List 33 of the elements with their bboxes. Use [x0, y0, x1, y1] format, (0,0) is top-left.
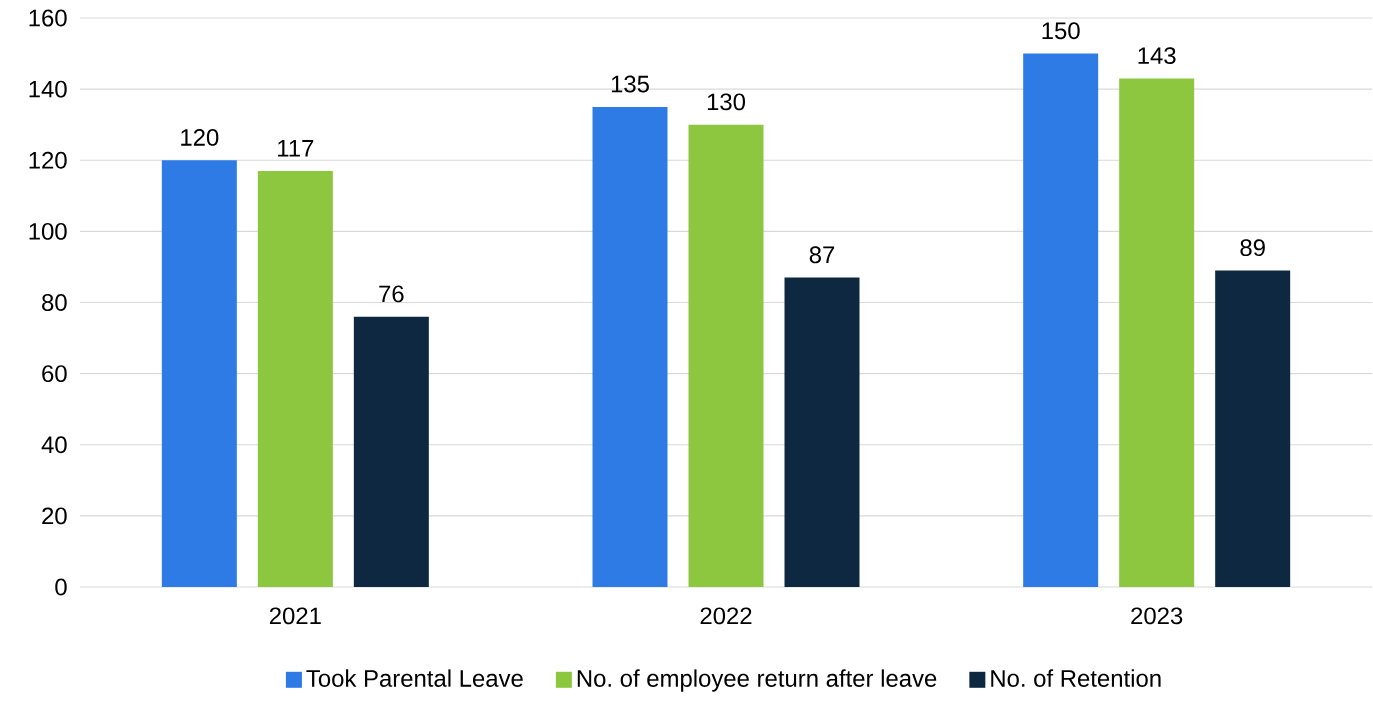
bar [784, 277, 860, 587]
data-label: 76 [379, 285, 404, 303]
bar [161, 160, 237, 587]
legend-label: No. of employee return after leave [577, 669, 937, 692]
data-label: 120 [181, 128, 219, 146]
x-tick-label: 2023 [1131, 607, 1183, 625]
y-tick-label: 20 [42, 507, 67, 525]
bar [257, 170, 333, 587]
data-label: 87 [809, 246, 835, 264]
y-tick-label: 140 [29, 80, 67, 98]
x-tick-label: 2022 [700, 607, 752, 625]
bar [1119, 78, 1195, 587]
bar [1215, 270, 1291, 587]
data-label: 143 [1138, 47, 1176, 65]
y-tick-label: 60 [42, 365, 67, 383]
bar [688, 124, 764, 587]
legend-label: No. of Retention [991, 669, 1161, 687]
y-tick-label: 120 [29, 151, 67, 169]
data-label: 130 [707, 93, 746, 111]
y-tick-label: 160 [29, 9, 67, 27]
bar [1023, 53, 1099, 587]
y-tick-label: 40 [41, 436, 67, 454]
data-label: 150 [1042, 22, 1080, 40]
y-tick-label: 0 [55, 578, 67, 596]
legend-label: Took Parental Leave [306, 669, 523, 687]
y-tick-label: 80 [42, 294, 67, 311]
data-label: 89 [1240, 239, 1265, 257]
bar [353, 316, 429, 587]
y-tick-label: 100 [29, 222, 67, 240]
data-label: 117 [278, 140, 314, 157]
x-tick-label: 2021 [269, 607, 321, 625]
bar [592, 106, 668, 587]
data-label: 135 [611, 75, 649, 93]
